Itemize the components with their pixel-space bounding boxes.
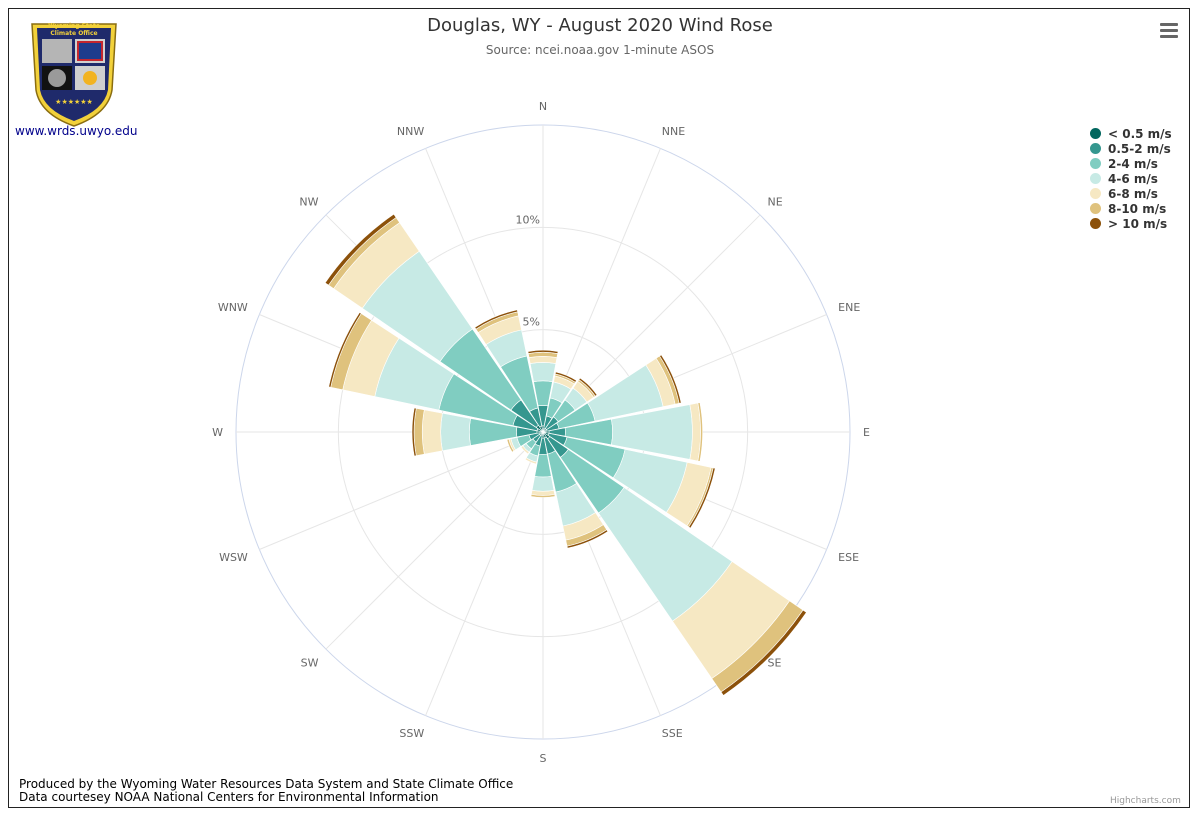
bar-s-series-5[interactable] <box>530 494 556 498</box>
radial-tick-label: 5% <box>523 316 540 329</box>
bar-n-series-6[interactable] <box>527 349 559 354</box>
bar-w-series-4[interactable] <box>422 409 443 455</box>
bar-ene-series-6[interactable] <box>659 354 682 404</box>
legend-item-0[interactable]: < 0.5 m/s <box>1090 126 1172 141</box>
bar-s-series-3[interactable] <box>531 475 555 492</box>
direction-label-n: N <box>539 100 547 113</box>
footer-line-2: Data courtesey NOAA National Centers for… <box>19 790 439 804</box>
legend-marker-icon <box>1090 218 1101 229</box>
direction-label-nne: NNE <box>662 125 685 138</box>
direction-label-nw: NW <box>299 195 318 208</box>
logo-text-line1: Wyoming State <box>48 23 100 30</box>
bar-se-series-6[interactable] <box>720 609 807 696</box>
legend-item-2[interactable]: 2-4 m/s <box>1090 156 1172 171</box>
svg-text:★★★★★★: ★★★★★★ <box>55 98 93 106</box>
axis-labels: 5% 10% N NNE NE ENE E ESE SE SSE S SSW SW WSW W WNW NW NN… <box>212 100 870 765</box>
legend-marker-icon <box>1090 188 1101 199</box>
logo-text-line2: Climate Office <box>50 30 97 37</box>
direction-label-sse: SSE <box>662 727 683 740</box>
bar-nne-series-6[interactable] <box>554 371 577 383</box>
legend-label: 8-10 m/s <box>1108 201 1167 216</box>
bar-nw-series-6[interactable] <box>324 213 397 286</box>
bar-sw-series-4[interactable] <box>520 445 530 455</box>
bar-ne-series-6[interactable] <box>578 377 598 397</box>
grid-spoke <box>425 431 544 716</box>
direction-label-nnw: NNW <box>397 125 424 138</box>
legend-item-6[interactable]: > 10 m/s <box>1090 216 1172 231</box>
direction-label-s: S <box>540 752 547 765</box>
hamburger-menu-icon[interactable] <box>1157 20 1181 42</box>
grid-spoke <box>259 431 544 550</box>
legend-marker-icon <box>1090 143 1101 154</box>
bar-n-series-4[interactable] <box>528 355 558 364</box>
footer-credits: Produced by the Wyoming Water Resources … <box>19 778 513 804</box>
direction-label-wnw: WNW <box>218 301 248 314</box>
wind-rose-bars <box>324 213 807 696</box>
direction-label-se: SE <box>768 657 782 670</box>
bar-w-series-6[interactable] <box>411 407 417 457</box>
bar-w-series-3[interactable] <box>440 412 471 452</box>
direction-label-ene: ENE <box>838 301 860 314</box>
legend-marker-icon <box>1090 203 1101 214</box>
radial-tick-label: 10% <box>516 213 540 226</box>
direction-label-wsw: WSW <box>219 551 248 564</box>
legend-marker-icon <box>1090 158 1101 169</box>
legend-item-4[interactable]: 6-8 m/s <box>1090 186 1172 201</box>
bar-wsw-series-5[interactable] <box>506 438 515 453</box>
highcharts-credits[interactable]: Highcharts.com <box>1110 796 1181 806</box>
chart-legend: < 0.5 m/s 0.5-2 m/s 2-4 m/s 4-6 m/s 6-8 m/s 8… <box>1090 126 1172 231</box>
climate-office-logo: Wyoming State Climate Office ★★★★★★ <box>31 23 117 127</box>
legend-marker-icon <box>1090 173 1101 184</box>
legend-label: 6-8 m/s <box>1108 186 1158 201</box>
direction-label-ne: NE <box>768 195 783 208</box>
legend-label: < 0.5 m/s <box>1108 126 1172 141</box>
footer-line-1: Produced by the Wyoming Water Resources … <box>19 777 514 791</box>
direction-label-ssw: SSW <box>399 727 424 740</box>
bar-e-series-5[interactable] <box>697 402 703 462</box>
bar-n-series-3[interactable] <box>529 362 557 383</box>
bar-wnw-series-6[interactable] <box>328 311 362 388</box>
legend-item-1[interactable]: 0.5-2 m/s <box>1090 141 1172 156</box>
direction-label-ese: ESE <box>838 551 859 564</box>
legend-item-5[interactable]: 8-10 m/s <box>1090 201 1172 216</box>
legend-label: 0.5-2 m/s <box>1108 141 1171 156</box>
grid-spoke <box>325 431 544 650</box>
chart-title: Douglas, WY - August 2020 Wind Rose <box>427 15 773 36</box>
legend-label: 4-6 m/s <box>1108 171 1158 186</box>
direction-label-sw: SW <box>301 657 319 670</box>
legend-label: > 10 m/s <box>1108 216 1168 231</box>
bar-nnw-series-6[interactable] <box>474 309 519 330</box>
bar-ssw-series-4[interactable] <box>524 457 538 465</box>
bar-ese-series-6[interactable] <box>688 467 716 529</box>
legend-marker-icon <box>1090 128 1101 139</box>
direction-label-w: W <box>212 426 223 439</box>
bar-sse-series-6[interactable] <box>566 529 609 549</box>
legend-item-3[interactable]: 4-6 m/s <box>1090 171 1172 186</box>
direction-label-e: E <box>863 426 870 439</box>
legend-label: 2-4 m/s <box>1108 156 1158 171</box>
chart-subtitle: Source: ncei.noaa.gov 1-minute ASOS <box>485 43 715 57</box>
site-link[interactable]: www.wrds.uwyo.edu <box>15 124 138 138</box>
